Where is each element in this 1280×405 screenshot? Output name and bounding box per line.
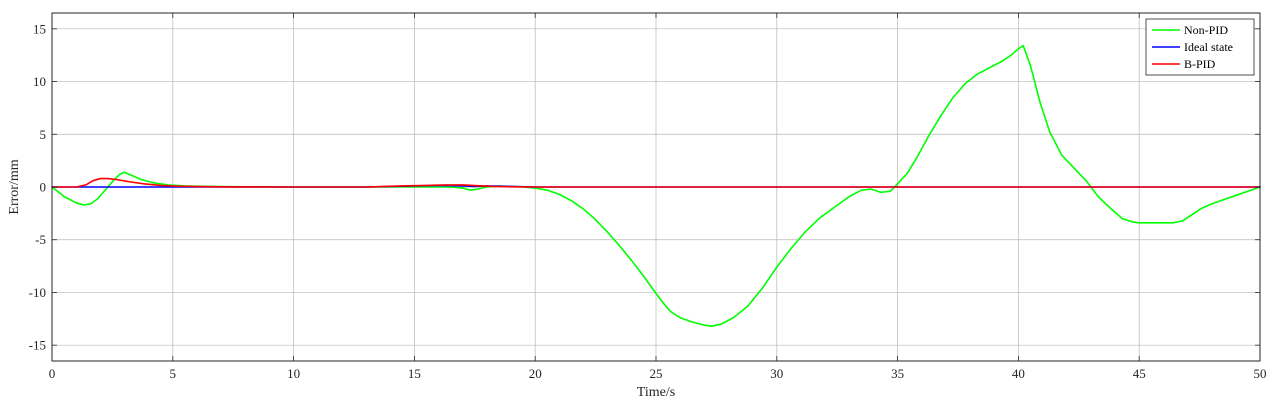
- y-tick-label: -15: [29, 338, 46, 353]
- x-tick-label: 30: [770, 366, 783, 381]
- x-tick-label: 10: [287, 366, 300, 381]
- x-tick-label: 45: [1133, 366, 1146, 381]
- x-tick-label: 0: [49, 366, 56, 381]
- legend-label: Ideal state: [1184, 40, 1233, 54]
- y-tick-label: -5: [35, 232, 46, 247]
- axis-ticks: 0 5 10 15 20 25 30 35 40 45 50 -15 -10 -5 0 5 10 15: [29, 13, 1267, 381]
- legend-label: B-PID: [1184, 57, 1216, 71]
- x-tick-label: 40: [1012, 366, 1025, 381]
- y-tick-label: 10: [33, 74, 46, 89]
- x-axis-label: Time/s: [637, 385, 675, 400]
- x-tick-label: 25: [650, 366, 663, 381]
- y-tick-label: 5: [40, 127, 47, 142]
- x-tick-label: 5: [170, 366, 177, 381]
- x-tick-label: 15: [408, 366, 421, 381]
- series-line-b-pid: [51, 177, 1261, 188]
- x-tick-label: 35: [891, 366, 904, 381]
- legend-label: Non-PID: [1184, 23, 1228, 37]
- x-tick-label: 50: [1254, 366, 1267, 381]
- x-tick-label: 20: [529, 366, 542, 381]
- y-tick-label: 15: [33, 21, 46, 36]
- y-tick-label: -10: [29, 285, 46, 300]
- y-tick-label: 0: [40, 180, 47, 195]
- series-lines: [51, 44, 1261, 328]
- legend: Non-PID Ideal state B-PID: [1145, 18, 1255, 76]
- y-axis-label: Error/mm: [7, 159, 22, 214]
